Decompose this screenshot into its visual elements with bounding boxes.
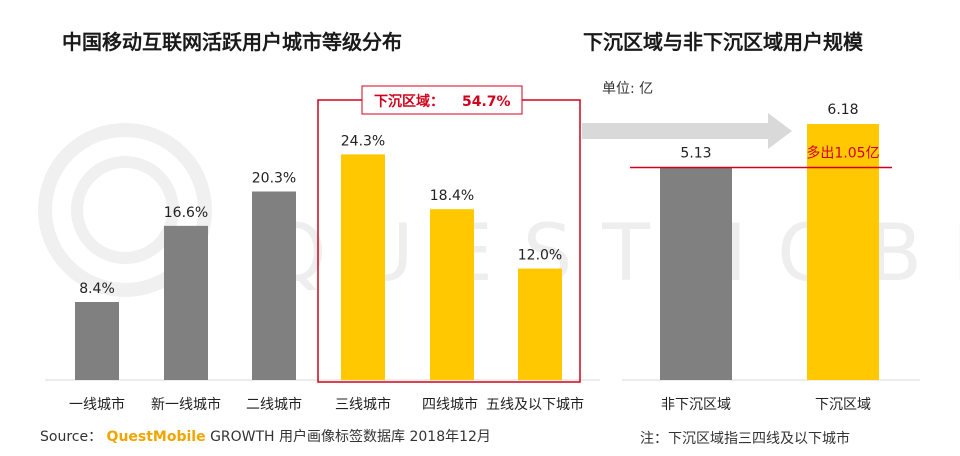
data-label: 24.3%	[341, 133, 385, 149]
category-label: 五线及以下城市	[486, 396, 584, 413]
data-label: 12.0%	[518, 248, 562, 264]
footnote: 注：下沉区域指三四线及以下城市	[640, 431, 850, 447]
category-label: 三线城市	[335, 396, 391, 413]
source-rest: GROWTH 用户画像标签数据库 2018年12月	[210, 429, 491, 445]
bar	[164, 225, 208, 380]
category-label: 一线城市	[69, 396, 125, 413]
category-label: 新一线城市	[151, 396, 221, 413]
right-bar-chart: 5.13 非下沉区域 6.18 下沉区域 多出1.05亿	[582, 102, 920, 413]
data-label: 5.13	[680, 145, 711, 161]
arrow	[582, 113, 792, 149]
data-label: 16.6%	[164, 205, 208, 221]
difference-label: 多出1.05亿	[806, 144, 879, 161]
category-label: 二线城市	[246, 396, 302, 413]
bar	[807, 123, 879, 380]
data-label: 20.3%	[252, 171, 296, 187]
bar	[660, 167, 732, 380]
bar	[430, 209, 474, 380]
bar	[341, 154, 385, 380]
unit-label: 单位: 亿	[602, 81, 654, 97]
bar	[518, 268, 562, 380]
right-chart-title: 下沉区域与非下沉区域用户规模	[583, 30, 863, 54]
bar	[75, 302, 119, 380]
category-label: 非下沉区域	[661, 397, 731, 413]
source-prefix: Source：	[40, 429, 103, 445]
bar	[252, 191, 296, 380]
data-label: 8.4%	[79, 281, 115, 297]
category-label: 下沉区域	[815, 397, 871, 413]
source-brand: QuestMobile	[106, 429, 206, 445]
category-label: 四线城市	[422, 396, 478, 413]
callout-label: 下沉区域：	[374, 93, 444, 110]
callout-value: 54.7%	[462, 94, 511, 110]
callout-box	[361, 85, 523, 115]
left-chart-title: 中国移动互联网活跃用户城市等级分布	[62, 30, 402, 54]
source-line: Source： QuestMobile GROWTH 用户画像标签数据库 201…	[40, 426, 491, 446]
left-bar-chart: 8.4% 16.6% 20.3% 24.3% 18.4% 12.0% 一线城市 新一线城市 二线…	[45, 85, 600, 413]
data-label: 18.4%	[430, 188, 474, 204]
data-label: 6.18	[827, 102, 858, 118]
